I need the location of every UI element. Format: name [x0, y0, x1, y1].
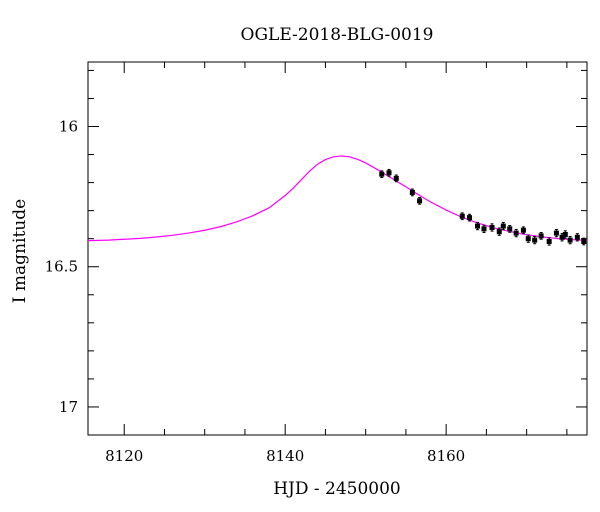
data-point [481, 226, 487, 232]
data-point [553, 230, 559, 236]
x-axis-label: HJD - 2450000 [273, 479, 401, 499]
data-point [546, 238, 552, 244]
data-point [513, 230, 519, 236]
data-point [393, 175, 399, 181]
data-point [567, 237, 573, 243]
y-tick-label: 16.5 [45, 258, 78, 276]
data-point [562, 231, 568, 237]
data-point [532, 237, 538, 243]
data-point [417, 198, 423, 204]
data-point [459, 213, 465, 219]
x-tick-label: 8140 [266, 447, 304, 465]
data-point [559, 234, 565, 240]
data-point [409, 189, 415, 195]
data-point [538, 233, 544, 239]
data-point [496, 229, 502, 235]
data-point [500, 223, 506, 229]
data-point [520, 227, 526, 233]
plot-frame [87, 61, 588, 436]
data-point [379, 171, 385, 177]
x-tick-label: 8160 [427, 447, 465, 465]
y-tick-label: 16 [59, 118, 78, 136]
data-point [466, 215, 472, 221]
data-point [386, 170, 392, 176]
y-tick-label: 17 [59, 398, 78, 416]
data-point [525, 236, 531, 242]
data-point [489, 224, 495, 230]
data-point [574, 234, 580, 240]
chart-title: OGLE-2018-BLG-0019 [241, 25, 434, 45]
x-tick-label: 8120 [105, 447, 143, 465]
plot-area: 8120 8140 8160 16 16.5 17 [45, 61, 588, 465]
data-point [581, 238, 587, 244]
y-axis-label: I magnitude [10, 199, 30, 303]
data-point [507, 226, 513, 232]
data-point [475, 223, 481, 229]
